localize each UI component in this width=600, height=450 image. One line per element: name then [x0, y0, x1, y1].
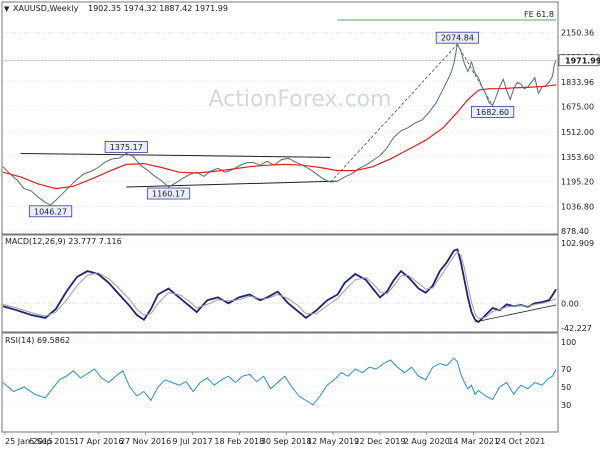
x-tick-label: 17 Apr 2016: [74, 437, 123, 446]
rsi-line: [2, 357, 557, 406]
price-y-tick: 1353.60: [561, 153, 594, 162]
price-annotation-box: [28, 205, 73, 218]
price-annotation-box: [146, 187, 191, 200]
price-y-tick: 878.40: [561, 227, 589, 236]
price-panel: [1, 1, 559, 235]
price-y-tick: 1675.00: [561, 103, 594, 112]
price-trendline: [126, 180, 338, 188]
price-annotation-box: [470, 106, 515, 118]
x-tick-label: 25 Jan 2015: [5, 437, 53, 446]
x-tick-label: 2 Aug 2020: [404, 437, 450, 446]
macd-label: MACD(12,26,9) 23.777 7.116: [5, 237, 122, 246]
rsi-label: RSI(14) 69.5862: [5, 336, 70, 345]
x-tick-label: 12 May 2019: [307, 437, 359, 446]
x-tick-label: 30 Sep 2018: [261, 437, 312, 446]
current-price-label: 1971.99: [565, 56, 600, 65]
macd-line: [2, 248, 557, 324]
price-annotation: 1375.17: [110, 143, 143, 152]
fib-extension-label: FE 61.8: [524, 10, 554, 19]
x-tick-label: 18 Feb 2018: [214, 437, 264, 446]
symbol-marker-icon[interactable]: ▼: [4, 5, 10, 13]
x-tick-label: 24 Oct 2021: [496, 437, 545, 446]
x-tick-label: 14 Mar 2021: [448, 437, 499, 446]
rsi-y-tick: 100: [561, 338, 576, 347]
price-y-tick: 2150.36: [561, 28, 594, 37]
price-annotation: 1682.60: [476, 108, 509, 117]
x-tick-label: 9 Jul 2017: [172, 437, 212, 446]
symbol-label: XAUUSD,Weekly: [13, 4, 79, 13]
rsi-panel: [1, 332, 559, 433]
watermark: ActionForex.com: [209, 87, 392, 112]
price-annotation-box: [435, 31, 479, 44]
price-line: [2, 42, 557, 206]
price-y-tick: 1195.20: [561, 178, 594, 187]
price-annotation: 1046.27: [34, 207, 67, 216]
macd-layer: 102.909 0.00 -42.227: [2, 239, 594, 333]
rsi-layer: 100 70 50 30: [2, 338, 576, 410]
x-tick-label: 27 Nov 2016: [120, 437, 171, 446]
price-annotation: 1160.17: [152, 190, 185, 199]
rsi-y-tick: 70: [561, 365, 571, 374]
rsi-y-tick: 50: [561, 383, 571, 392]
price-annotation: 2074.84: [441, 34, 474, 43]
macd-panel: [1, 234, 559, 333]
macd-trendline: [474, 304, 557, 323]
price-y-tick: 1036.80: [561, 202, 594, 211]
ohlc-readout: 1902.35 1974.32 1887.42 1971.99: [88, 4, 228, 13]
price-layer: 2150.361992.181833.961675.001512.001353.…: [2, 10, 600, 236]
x-tick-label: 22 Dec 2019: [354, 437, 405, 446]
macd-y-tick: 0.00: [561, 299, 579, 308]
price-y-tick: 1512.00: [561, 128, 594, 137]
macd-y-tick: -42.227: [561, 324, 592, 333]
price-y-tick: 1833.96: [561, 78, 594, 87]
current-price-box: [558, 54, 600, 67]
ema-line: [2, 84, 557, 190]
signal-line: [2, 250, 557, 320]
price-trendline: [330, 43, 458, 183]
price-trendline: [457, 44, 493, 106]
price-annotation-box: [104, 141, 148, 153]
price-trendline: [20, 152, 331, 158]
macd-y-tick: 102.909: [561, 239, 594, 248]
rsi-y-tick: 30: [561, 401, 571, 410]
x-tick-label: 6 Sep 2015: [29, 437, 75, 446]
